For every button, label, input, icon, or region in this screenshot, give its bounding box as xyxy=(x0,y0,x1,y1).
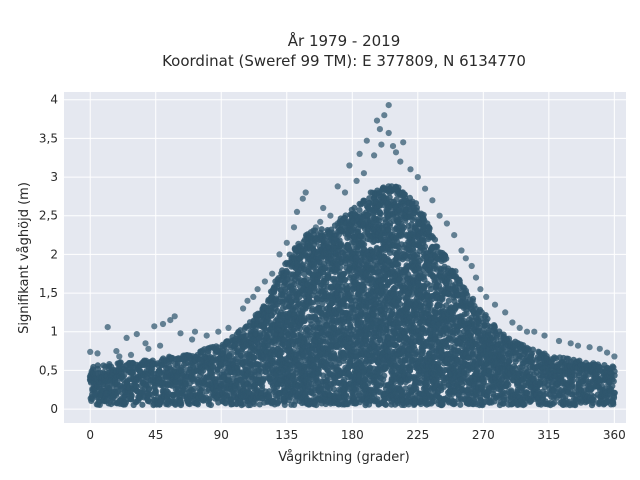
data-point xyxy=(401,191,408,198)
chart-title: År 1979 - 2019 xyxy=(288,31,401,50)
data-point xyxy=(376,217,383,224)
data-point xyxy=(338,240,345,248)
data-point xyxy=(337,264,344,271)
data-point xyxy=(207,401,214,409)
data-point xyxy=(421,243,429,250)
data-point xyxy=(190,377,197,384)
data-point xyxy=(199,385,206,392)
data-point xyxy=(228,350,235,357)
data-points xyxy=(86,102,618,409)
chart-subtitle: Koordinat (Sweref 99 TM): E 377809, N 61… xyxy=(162,52,526,70)
data-point xyxy=(132,382,140,389)
data-point xyxy=(191,385,198,392)
data-point xyxy=(382,401,389,408)
data-point xyxy=(120,372,128,379)
data-point xyxy=(209,370,216,377)
data-point xyxy=(152,388,159,395)
data-point xyxy=(381,372,388,379)
data-point xyxy=(426,225,433,232)
data-point xyxy=(318,226,325,233)
data-point xyxy=(146,385,153,392)
data-point xyxy=(343,393,351,400)
data-point xyxy=(96,401,103,408)
data-point xyxy=(177,398,184,405)
data-point xyxy=(377,210,384,217)
data-point xyxy=(252,326,259,333)
data-point xyxy=(194,401,201,408)
data-point xyxy=(94,362,101,369)
data-point xyxy=(420,211,427,218)
data-point xyxy=(139,401,146,408)
data-point xyxy=(427,301,434,308)
data-point xyxy=(395,261,402,268)
data-point xyxy=(128,393,135,400)
